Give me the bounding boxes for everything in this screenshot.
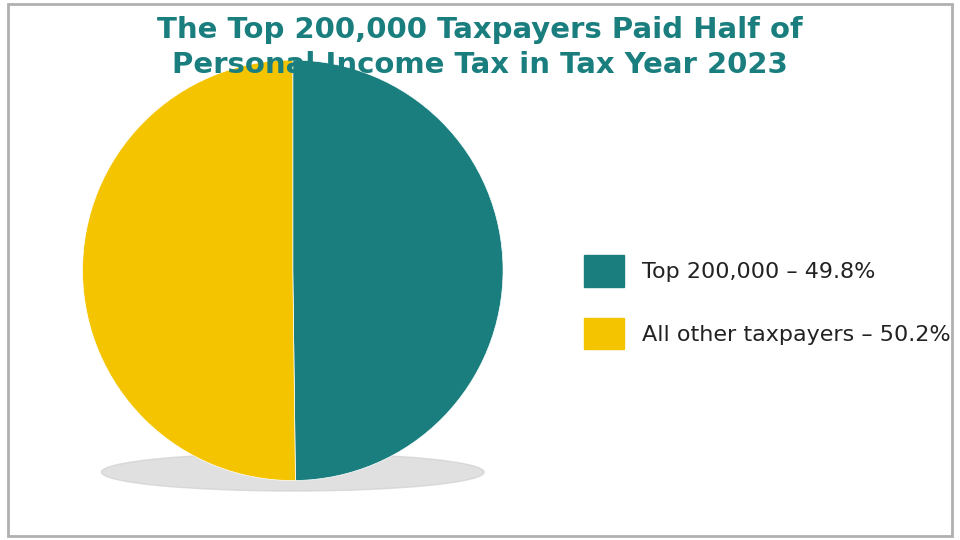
Ellipse shape <box>102 453 484 491</box>
Wedge shape <box>83 60 296 481</box>
Wedge shape <box>293 60 503 481</box>
Text: The Top 200,000 Taxpayers Paid Half of
Personal Income Tax in Tax Year 2023: The Top 200,000 Taxpayers Paid Half of P… <box>157 16 803 79</box>
Legend: Top 200,000 – 49.8%, All other taxpayers – 50.2%: Top 200,000 – 49.8%, All other taxpayers… <box>573 244 960 361</box>
